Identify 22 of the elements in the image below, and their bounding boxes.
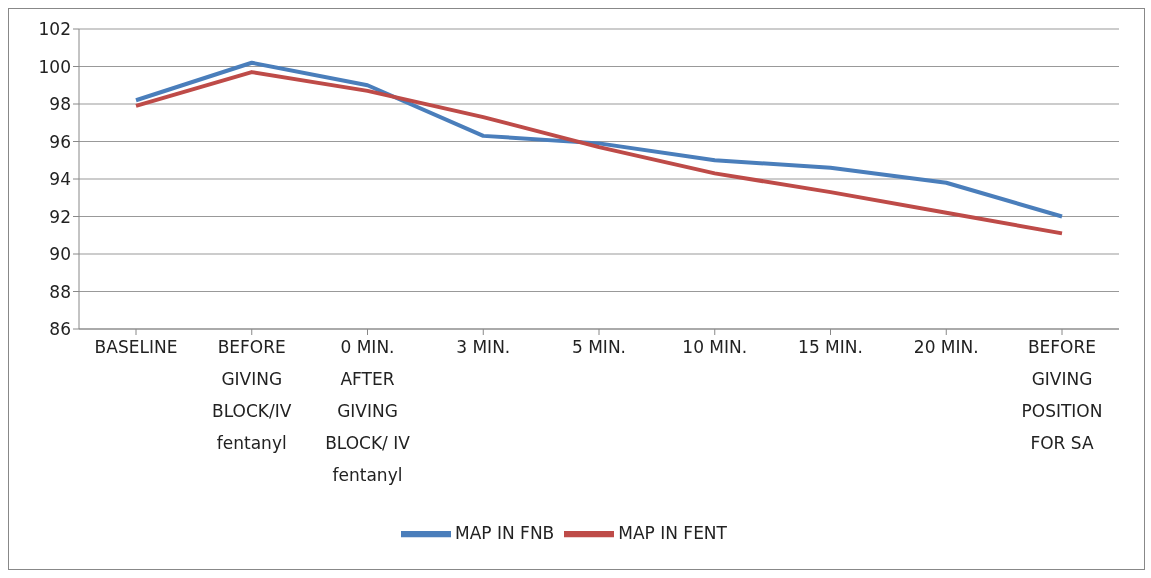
x-tick-label: BEFORE GIVING POSITION FOR SA bbox=[1021, 337, 1103, 453]
legend-label: MAP IN FENT bbox=[618, 523, 727, 543]
line-series bbox=[134, 60, 1064, 219]
x-tick-label: 3 MIN. bbox=[456, 337, 511, 357]
y-tick-label: 100 bbox=[38, 56, 71, 77]
y-tick-label: 98 bbox=[49, 94, 71, 115]
legend-label: MAP IN FNB bbox=[455, 523, 555, 543]
x-tick-label: 5 MIN. bbox=[571, 337, 627, 357]
line-series bbox=[134, 70, 1064, 236]
x-tick-label: 0 MIN. AFTER GIVING BLOCK/ IV fentanyl bbox=[325, 337, 411, 485]
x-tick-label: BASELINE bbox=[94, 337, 178, 357]
x-tick-label: 20 MIN. bbox=[913, 337, 979, 357]
y-tick-label: 86 bbox=[49, 319, 71, 340]
y-tick-label: 88 bbox=[49, 281, 71, 302]
y-tick-label: 94 bbox=[49, 169, 71, 190]
y-tick-label: 102 bbox=[38, 19, 71, 40]
x-tick-label: BEFORE GIVING BLOCK/IV fentanyl bbox=[212, 337, 292, 453]
y-tick-label: 92 bbox=[49, 206, 71, 227]
x-tick-label: 15 MIN. bbox=[798, 337, 863, 357]
y-tick-label: 96 bbox=[49, 131, 71, 152]
y-tick-label: 90 bbox=[49, 244, 71, 265]
x-tick-label: 10 MIN. bbox=[682, 337, 748, 357]
